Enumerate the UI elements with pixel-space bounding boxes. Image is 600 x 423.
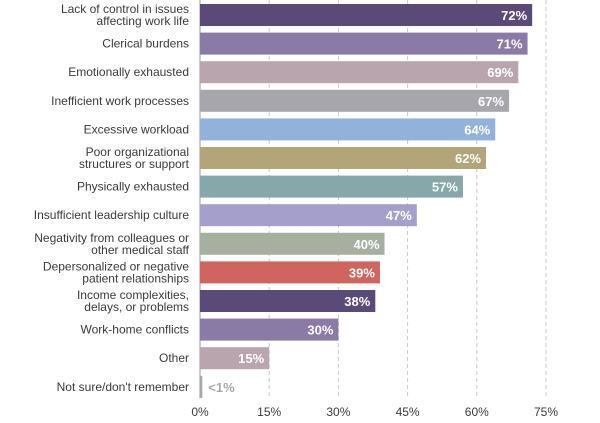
bar — [200, 61, 519, 84]
bar — [200, 375, 203, 398]
value-label: 67% — [478, 94, 504, 109]
category-label: Negativity from colleagues or other medic… — [34, 231, 189, 257]
bar — [200, 232, 385, 255]
category-label-line: Excessive workload — [84, 122, 189, 136]
category-label-line: Other — [159, 351, 189, 365]
bar — [200, 290, 376, 312]
x-tick-label: 45% — [396, 405, 420, 419]
value-label: 57% — [432, 180, 458, 195]
category-label: Not sure/don't remember — [57, 380, 189, 394]
category-label-line: delays, or problems — [84, 300, 189, 314]
value-label: 15% — [238, 351, 264, 366]
value-label: 47% — [386, 208, 412, 223]
value-label: 30% — [307, 323, 333, 338]
bar — [200, 89, 510, 112]
category-label: Work-home conflicts — [81, 323, 189, 337]
bar — [200, 147, 487, 169]
category-label-line: affecting work life — [97, 14, 190, 28]
bar — [200, 347, 270, 370]
category-label: Inefficient work processes — [51, 94, 189, 108]
category-label-line: patient relationships — [82, 271, 189, 285]
value-label: 69% — [487, 65, 513, 80]
category-label: Other — [159, 351, 189, 365]
category-label-line: structures or support — [79, 157, 190, 171]
x-tick-label: 60% — [465, 405, 489, 419]
bar — [200, 32, 528, 55]
category-label: Income complexities, delays, or problems — [77, 288, 189, 314]
x-tick-label: 75% — [534, 405, 558, 419]
category-label-line: Poor organizational — [86, 145, 189, 159]
category-labels: Lack of control in issues affecting work … — [34, 2, 190, 394]
category-label-line: Insufficient leadership culture — [34, 208, 190, 222]
x-tick-label: 30% — [326, 405, 350, 419]
category-label-line: Work-home conflicts — [81, 323, 189, 337]
category-label-line: Clerical burdens — [102, 37, 189, 51]
category-label: Excessive workload — [84, 122, 189, 136]
value-labels: 72% 71% 69% 67% 64% 62% 57% 47% 40% 39% 38% 30% 15%<… — [208, 8, 527, 395]
category-label-line: Inefficient work processes — [51, 94, 189, 108]
value-label: <1% — [208, 380, 235, 395]
value-label: 39% — [349, 265, 375, 280]
bar — [200, 204, 417, 227]
x-axis-ticks: 0% 15% 30% 45% 60% 75% — [191, 405, 558, 419]
category-label: Physically exhausted — [77, 180, 189, 194]
category-label: Lack of control in issues affecting work … — [61, 2, 189, 28]
value-label: 64% — [464, 122, 490, 137]
category-label-line: Emotionally exhausted — [68, 65, 189, 79]
bar — [200, 118, 496, 141]
category-label-line: other medical staff — [91, 243, 189, 257]
x-tick-label: 15% — [257, 405, 281, 419]
category-label-line: Depersonalized or negative — [43, 259, 189, 273]
bar — [200, 4, 533, 26]
category-label-line: Lack of control in issues — [61, 2, 189, 16]
category-label: Poor organizational structures or support — [79, 145, 190, 171]
value-label: 62% — [455, 151, 481, 166]
category-label-line: Negativity from colleagues or — [34, 231, 189, 245]
bar — [200, 175, 463, 198]
value-label: 38% — [344, 294, 370, 309]
x-tick-label: 0% — [191, 405, 209, 419]
category-label-line: Physically exhausted — [77, 180, 189, 194]
bar — [200, 261, 380, 284]
value-label: 72% — [501, 8, 527, 23]
bars — [200, 4, 533, 398]
category-label: Clerical burdens — [102, 37, 189, 51]
category-label: Depersonalized or negative patient relati… — [43, 259, 189, 285]
value-label: 71% — [497, 37, 523, 52]
category-label: Insufficient leadership culture — [34, 208, 190, 222]
category-label: Emotionally exhausted — [68, 65, 189, 79]
bar — [200, 318, 339, 341]
value-label: 40% — [354, 237, 380, 252]
category-label-line: Income complexities, — [77, 288, 189, 302]
category-label-line: Not sure/don't remember — [57, 380, 189, 394]
